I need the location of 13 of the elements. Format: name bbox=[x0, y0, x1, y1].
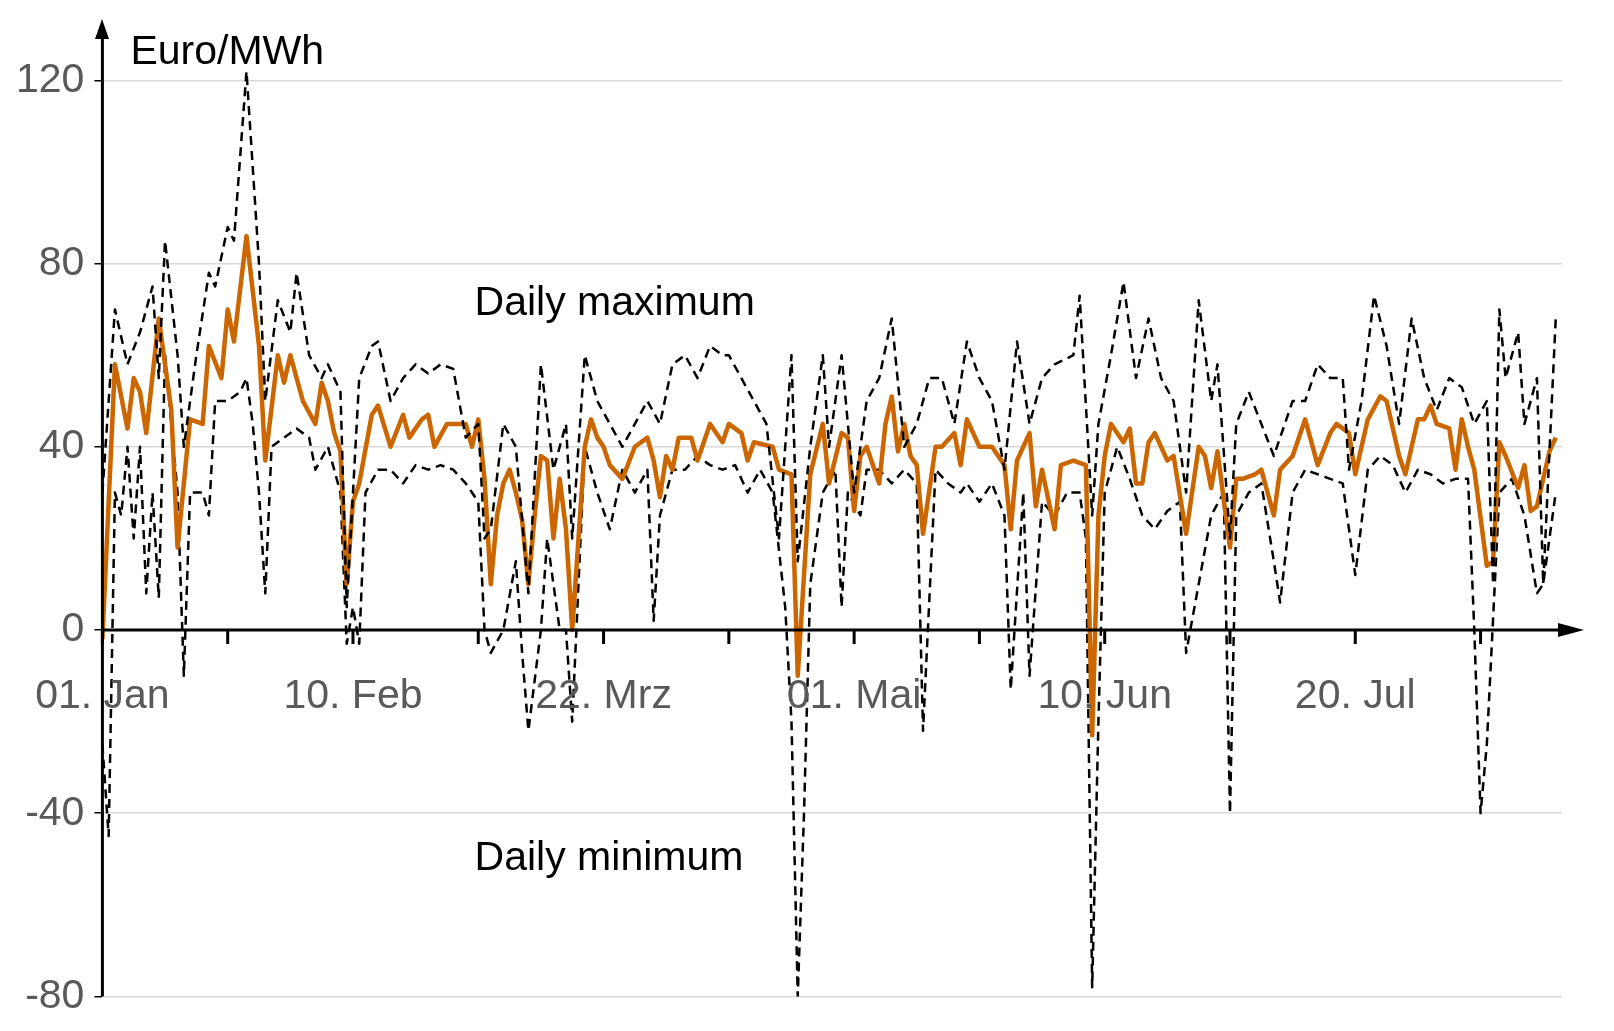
x-tick-label: 01. Mai bbox=[786, 670, 922, 717]
y-tick-label: 80 bbox=[38, 237, 85, 284]
x-tick-label: 01. Jan bbox=[35, 670, 170, 717]
y-axis-title: Euro/MWh bbox=[130, 26, 325, 73]
series-label: Daily minimum bbox=[474, 833, 744, 880]
y-tick-label: -80 bbox=[25, 970, 85, 1017]
y-tick-label: -40 bbox=[25, 787, 85, 834]
x-tick-label: 20. Jul bbox=[1294, 670, 1416, 717]
series-label: Daily maximum bbox=[474, 278, 755, 325]
x-tick-label: 10. Feb bbox=[283, 670, 423, 717]
y-tick-label: 0 bbox=[61, 604, 85, 651]
y-tick-label: 120 bbox=[15, 54, 85, 101]
y-tick-label: 40 bbox=[38, 421, 85, 468]
